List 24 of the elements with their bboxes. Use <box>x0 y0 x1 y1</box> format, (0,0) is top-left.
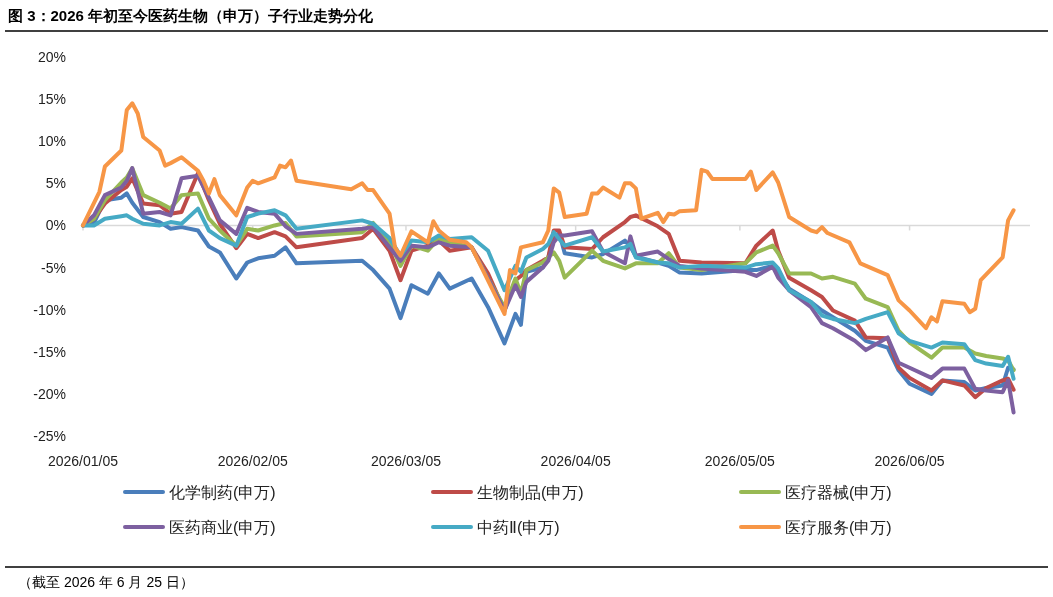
y-tick-label: 20% <box>37 49 66 65</box>
y-tick-label: -5% <box>41 259 66 276</box>
x-tick-label: 2026/05/05 <box>704 453 776 469</box>
x-tick-label: 2026/04/05 <box>540 453 611 469</box>
x-tick-label: 2026/02/05 <box>217 453 288 469</box>
y-tick-label: -25% <box>33 428 66 444</box>
legend-label: 中药Ⅱ(申万) <box>477 519 560 536</box>
y-tick-label: -10% <box>33 301 66 318</box>
y-tick-label: 15% <box>37 91 66 108</box>
x-tick-label: 2026/06/05 <box>874 453 945 469</box>
legend-label: 医药商业(申万) <box>169 519 276 536</box>
y-tick-label: -15% <box>33 343 66 360</box>
y-tick-label: 10% <box>37 133 66 150</box>
title: 图 3：2026 年初至今医药生物（申万）子行业走势分化 <box>8 7 374 24</box>
x-tick-label: 2026/03/05 <box>370 453 442 469</box>
x-tick-label: 2026/01/05 <box>47 453 119 469</box>
y-tick-label: 0% <box>45 217 66 234</box>
legend-label: 医疗服务(申万) <box>785 519 892 536</box>
y-tick-label: 5% <box>45 175 66 192</box>
legend-label: 化学制药(申万) <box>169 484 276 501</box>
legend-label: 生物制品(申万) <box>477 484 584 501</box>
y-tick-label: -20% <box>33 385 66 402</box>
legend-label: 医疗器械(申万) <box>785 484 892 501</box>
annotation: （截至 2026 年 6 月 25 日） <box>18 574 194 590</box>
